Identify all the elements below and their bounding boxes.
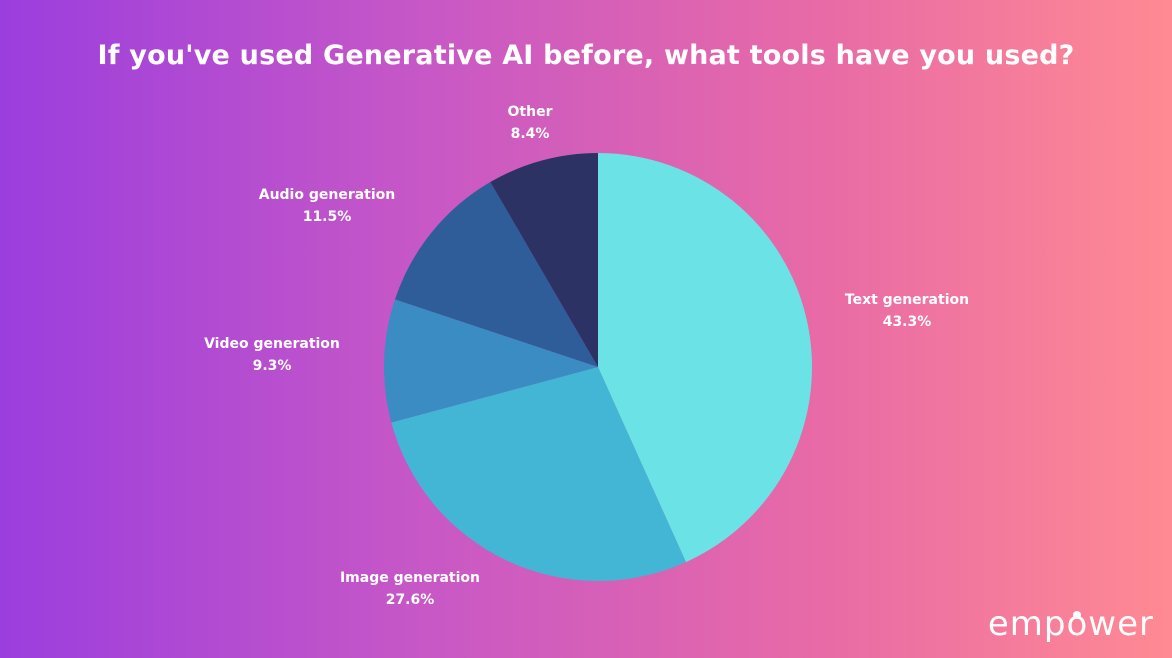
slice-value-audio-generation: 11.5% [303,209,352,225]
slice-value-video-generation: 9.3% [253,358,292,374]
pie-slice-other [490,152,598,367]
slice-label-image-generation: Image generation [340,570,480,586]
chart-title: If you've used Generative AI before, wha… [97,40,1075,71]
slice-label-other: Other [508,104,553,120]
slice-value-image-generation: 27.6% [386,592,435,608]
pie-slice-text-generation [598,153,813,563]
slice-value-text-generation: 43.3% [883,314,932,330]
slice-label-audio-generation: Audio generation [259,187,396,203]
logo-text-end: wer [1088,604,1154,644]
empower-logo: empower [988,604,1154,644]
slice-label-video-generation: Video generation [204,336,340,352]
pie-slice-image-generation [391,367,686,581]
slice-value-other: 8.4% [511,126,550,142]
pie-slice-video-generation [384,299,598,423]
logo-text-o: o [1066,604,1089,644]
slice-label-text-generation: Text generation [845,292,969,308]
pie-slice-audio-generation [394,182,598,367]
logo-text-start: emp [987,604,1067,644]
